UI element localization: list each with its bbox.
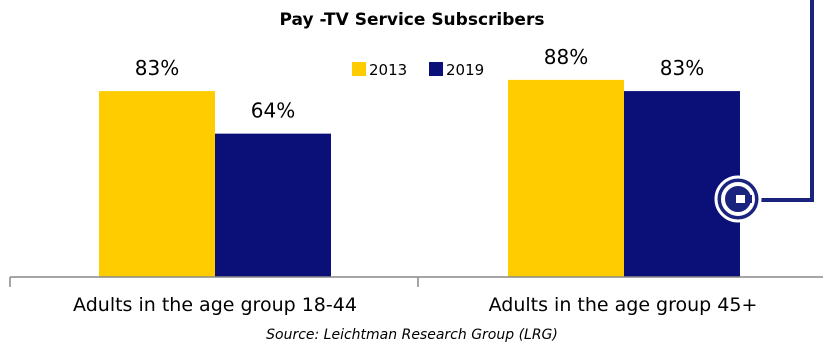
category-label-18-44: Adults in the age group 18-44 xyxy=(73,294,357,316)
source-note: Source: Leichtman Research Group (LRG) xyxy=(266,327,558,343)
connector-line xyxy=(755,0,814,202)
bar-2013-18-44 xyxy=(99,91,215,277)
legend-label-2019: 2019 xyxy=(446,61,484,79)
legend-label-2013: 2013 xyxy=(369,61,407,79)
data-label-2013-45-plus: 88% xyxy=(544,45,588,69)
chart-title: Pay -TV Service Subscribers xyxy=(280,10,545,30)
legend: 2013 2019 xyxy=(352,61,484,79)
data-label-2019-18-44: 64% xyxy=(251,99,295,123)
circled-arrow-icon xyxy=(714,175,762,223)
data-label-2013-18-44: 83% xyxy=(135,56,179,80)
bar-2019-18-44 xyxy=(215,133,331,277)
data-labels-group: 83% 64% 88% 83% xyxy=(135,45,704,123)
category-label-45-plus: Adults in the age group 45+ xyxy=(489,294,758,316)
legend-swatch-2013 xyxy=(352,62,366,76)
legend-swatch-2019 xyxy=(429,62,443,76)
data-label-2019-45-plus: 83% xyxy=(660,56,704,80)
bars-group xyxy=(99,79,740,277)
bar-2013-45-plus xyxy=(508,79,624,277)
